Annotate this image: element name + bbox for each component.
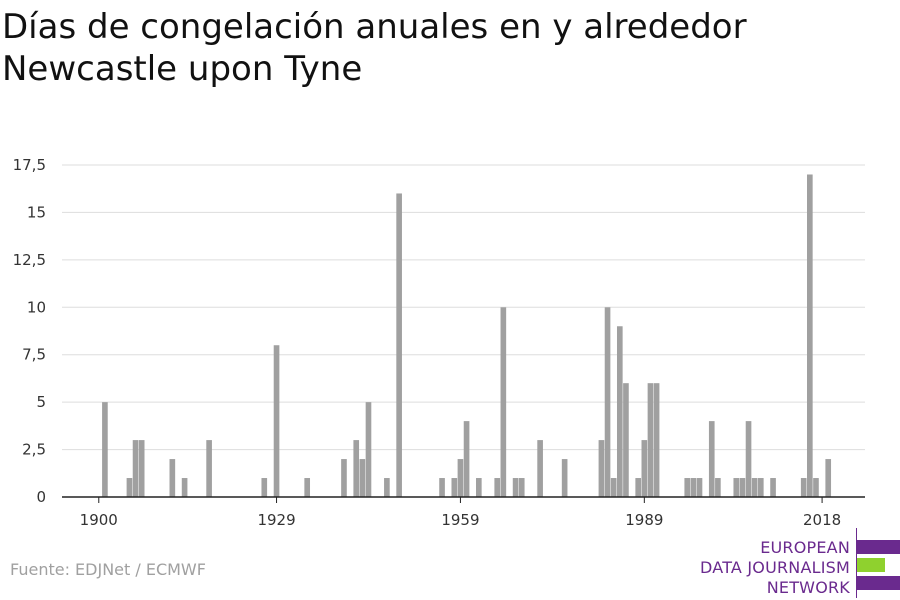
bar [825,459,832,497]
bar [751,478,758,497]
bar [261,478,268,497]
y-tick-label: 2,5 [22,441,46,459]
y-tick-label: 10 [27,298,46,316]
bar [537,440,543,497]
bar [708,421,715,497]
bar [684,478,691,497]
x-axis-labels: 1900 1929 1959 1989 2018 [80,511,842,529]
bar [359,459,366,497]
source-note: Fuente: EDJNet / ECMWF [10,560,206,579]
x-tick-label: 2018 [803,511,841,529]
bar [518,478,525,497]
y-tick-label: 0 [36,488,46,506]
bar [304,478,311,497]
logo-bar-purple-bottom [857,576,900,590]
bar [512,478,519,497]
x-tick-label: 1989 [625,511,663,529]
bar [807,174,813,497]
gridlines [62,164,865,451]
bar [169,459,176,497]
x-tick-label: 1929 [257,511,295,529]
chart-title-line-1: Días de congelación anuales en y alreded… [2,7,747,47]
logo-line-2: DATA JOURNALISM [700,558,850,577]
y-tick-label: 7,5 [22,346,46,364]
edjnet-logo[interactable]: EUROPEAN DATA JOURNALISM NETWORK [700,528,900,598]
bar [690,478,697,497]
bar [616,326,623,497]
bar [745,421,752,497]
bar [733,478,740,497]
bar [696,478,703,497]
bar [476,478,482,497]
bar [384,478,390,497]
bar [641,440,648,497]
logo-line-3: NETWORK [766,578,850,597]
chart-title-line-2: Newcastle upon Tyne [2,49,363,89]
logo-line-1: EUROPEAN [760,538,850,557]
bar [770,478,776,497]
x-tick-label: 1900 [80,511,118,529]
bar [647,383,654,497]
bar [181,478,188,497]
bar [439,478,445,497]
bar [561,459,568,497]
bar [463,421,470,497]
bar [635,478,642,497]
logo-text: EUROPEAN DATA JOURNALISM NETWORK [700,538,850,598]
logo-divider [856,528,857,598]
bar [623,383,629,497]
bar [715,478,721,497]
logo-bar-purple-top [857,540,900,554]
bar [341,459,347,497]
bar [598,440,605,497]
x-tick-label: 1959 [441,511,479,529]
bar [800,478,807,497]
bar [494,478,501,497]
bar [353,440,360,497]
bar [739,478,746,497]
bar [102,402,108,497]
y-tick-label: 17,5 [13,156,46,174]
y-tick-label: 15 [27,203,46,221]
bar [813,478,819,497]
bar [610,478,617,497]
y-tick-label: 12,5 [13,251,46,269]
bar [273,345,280,497]
bar [451,478,458,497]
bar [653,383,660,497]
bar [126,478,133,497]
bar [500,307,507,497]
y-axis-labels: 0 2,5 5 7,5 10 12,5 15 17,5 [13,156,46,506]
axes [62,496,865,503]
bar [457,459,464,497]
bars [102,174,832,497]
bar [604,307,611,497]
bar [138,440,145,497]
bar [206,440,212,497]
bar [757,478,764,497]
bar [396,193,402,497]
logo-bar-green [857,558,885,572]
y-tick-label: 5 [36,393,46,411]
bar [132,440,139,497]
bar [365,402,372,497]
chart-title: Días de congelación anuales en y alreded… [2,6,862,90]
